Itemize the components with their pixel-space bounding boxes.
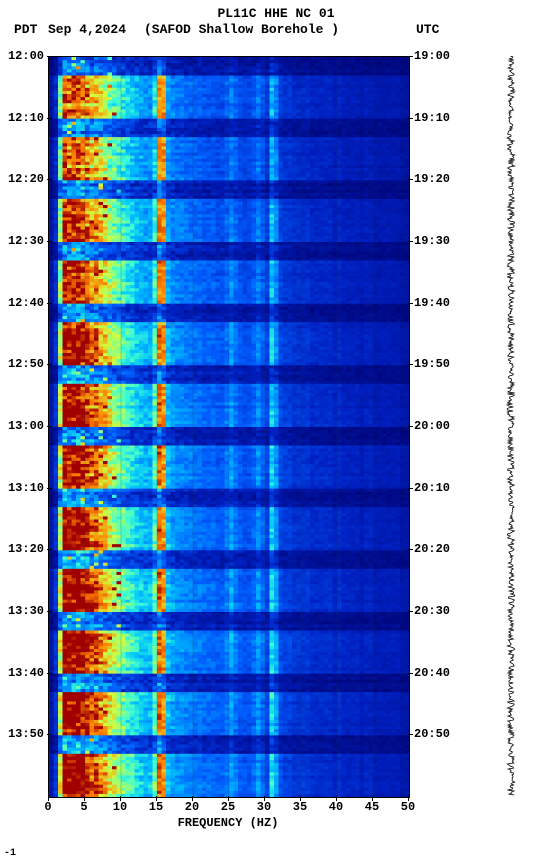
- footer-mark: -1: [4, 848, 16, 859]
- tz-left-label: PDT: [14, 22, 37, 37]
- spectrogram-plot: [48, 56, 410, 798]
- y-right-tick-label: 19:50: [414, 357, 450, 371]
- y-right-tick-label: 19:10: [414, 111, 450, 125]
- x-tick-label: 25: [218, 800, 238, 814]
- y-left-tick-label: 12:30: [0, 234, 44, 248]
- y-left-tick-label: 12:00: [0, 49, 44, 63]
- x-tick-label: 5: [74, 800, 94, 814]
- y-right-tick-label: 19:30: [414, 234, 450, 248]
- y-left-tick-label: 13:10: [0, 481, 44, 495]
- y-left-tick-label: 13:20: [0, 542, 44, 556]
- y-left-tick-label: 12:50: [0, 357, 44, 371]
- y-left-tick-label: 12:20: [0, 172, 44, 186]
- x-axis-label: FREQUENCY (HZ): [48, 816, 408, 830]
- y-right-tick-label: 20:40: [414, 666, 450, 680]
- page: PL11C HHE NC 01 PDT Sep 4,2024 (SAFOD Sh…: [0, 0, 552, 864]
- date-label: Sep 4,2024: [48, 22, 126, 37]
- x-tick-label: 30: [254, 800, 274, 814]
- seismogram-trace: [510, 56, 512, 796]
- y-right-tick-label: 20:30: [414, 604, 450, 618]
- y-left-tick-label: 12:40: [0, 296, 44, 310]
- x-tick-label: 20: [182, 800, 202, 814]
- x-tick-label: 15: [146, 800, 166, 814]
- tz-right-label: UTC: [416, 22, 439, 37]
- y-right-tick-label: 20:20: [414, 542, 450, 556]
- y-right-tick-label: 19:40: [414, 296, 450, 310]
- y-right-tick-label: 20:10: [414, 481, 450, 495]
- y-left-tick-label: 13:40: [0, 666, 44, 680]
- x-tick-label: 10: [110, 800, 130, 814]
- x-tick-label: 45: [362, 800, 382, 814]
- y-right-tick-label: 19:00: [414, 49, 450, 63]
- y-right-tick-label: 20:00: [414, 419, 450, 433]
- y-left-tick-label: 13:30: [0, 604, 44, 618]
- x-tick-label: 0: [38, 800, 58, 814]
- y-right-tick-label: 20:50: [414, 727, 450, 741]
- y-left-tick-label: 13:00: [0, 419, 44, 433]
- chart-title: PL11C HHE NC 01: [0, 6, 552, 21]
- y-left-tick-label: 13:50: [0, 727, 44, 741]
- x-tick-label: 35: [290, 800, 310, 814]
- station-label: (SAFOD Shallow Borehole ): [144, 22, 339, 37]
- y-left-tick-label: 12:10: [0, 111, 44, 125]
- x-tick-label: 40: [326, 800, 346, 814]
- x-tick-label: 50: [398, 800, 418, 814]
- y-right-tick-label: 19:20: [414, 172, 450, 186]
